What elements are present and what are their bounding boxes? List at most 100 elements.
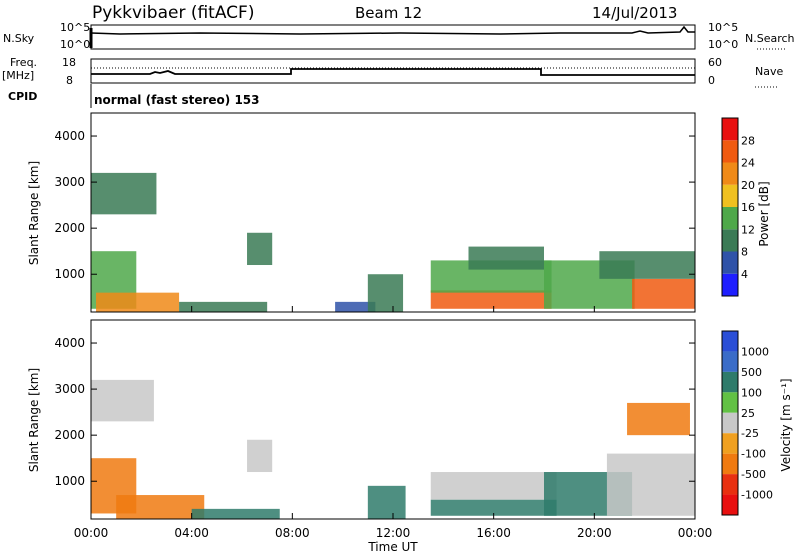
power-colorbar: 4 8 12 16 20 24 28	[721, 117, 755, 297]
velocity-colorbar-label: Velocity [m s⁻¹]	[779, 378, 793, 471]
velocity-colorbar-tick: 500	[741, 366, 762, 379]
power-region-11	[632, 278, 695, 309]
power-colorbar-tick: 28	[741, 134, 755, 147]
noise-panel: N.Sky N.Search 10^5 10^0 10^5 10^0	[3, 21, 795, 51]
velocity-colorbar-tick: 1000	[741, 345, 769, 358]
velocity-colorbar-tick: -1000	[741, 489, 773, 502]
x-tick-label: 00:00	[678, 526, 713, 540]
velocity-colorbar-swatch	[722, 351, 738, 372]
nsearch-label: N.Search	[745, 32, 795, 45]
velocity-colorbar-swatch	[722, 392, 738, 413]
x-tick-label: 16:00	[476, 526, 511, 540]
power-colorbar-swatch	[722, 184, 738, 207]
power-region-9	[468, 246, 544, 270]
velocity-panel: 1000 2000 3000 4000 00:00 04:00 08:00 12:00 16:0…	[27, 319, 793, 554]
power-region-0	[91, 172, 157, 215]
nave-tick-bottom: 0	[708, 74, 715, 87]
velocity-colorbar-tick: 100	[741, 386, 762, 399]
velocity-colorbar: 1000 500 100 25 -25 -100 -500 -1000	[721, 330, 773, 516]
velocity-colorbar-swatch	[722, 494, 738, 515]
freq-tick-top: 18	[62, 56, 76, 69]
nsky-label: N.Sky	[3, 32, 35, 45]
y-tick-label: 3000	[54, 382, 85, 396]
power-region-3	[179, 301, 268, 312]
power-colorbar-swatch	[722, 140, 738, 163]
power-region-6	[367, 274, 404, 312]
freq-nave-panel: Freq. [MHz] 18 8 60 0 Nave	[2, 56, 783, 88]
velocity-region-4	[247, 439, 273, 473]
noise-tick-top-right: 10^5	[708, 21, 738, 34]
power-panel: 1000 2000 3000 4000 Slant Range [km] 4 8 12 16…	[27, 112, 771, 313]
velocity-region-10	[627, 402, 690, 436]
power-colorbar-swatch	[722, 229, 738, 252]
power-region-7	[430, 290, 552, 309]
x-tick-label: 00:00	[74, 526, 109, 540]
x-axis-label: Time UT	[367, 540, 418, 554]
velocity-region-7	[430, 472, 557, 500]
noise-sky-line	[90, 25, 695, 35]
freq-line	[91, 68, 695, 76]
velocity-heatmap	[91, 379, 695, 519]
power-region-4	[247, 232, 273, 266]
velocity-colorbar-tick: -100	[741, 448, 766, 461]
velocity-region-6	[430, 499, 557, 516]
velocity-region-2	[116, 495, 205, 519]
nave-tick-top: 60	[708, 56, 722, 69]
cpid-label: CPID	[8, 90, 37, 103]
nave-label: Nave	[755, 65, 783, 78]
noise-tick-bottom: 10^0	[60, 38, 90, 51]
power-colorbar-swatch	[722, 273, 738, 296]
y-tick-label: 3000	[54, 175, 85, 189]
power-colorbar-swatch	[722, 251, 738, 274]
power-colorbar-tick: 4	[741, 268, 748, 281]
noise-tick-bottom-right: 10^0	[708, 38, 738, 51]
noise-tick-top: 10^5	[60, 21, 90, 34]
velocity-region-3	[191, 508, 280, 519]
velocity-colorbar-swatch	[722, 331, 738, 352]
velocity-colorbar-swatch	[722, 433, 738, 454]
power-colorbar-swatch	[722, 162, 738, 185]
velocity-region-0	[91, 379, 154, 422]
y-tick-label: 1000	[54, 267, 85, 281]
power-colorbar-tick: 8	[741, 246, 748, 259]
velocity-colorbar-frame	[721, 330, 739, 516]
power-colorbar-label: Power [dB]	[757, 181, 771, 246]
power-region-12	[599, 251, 695, 279]
power-colorbar-tick: 20	[741, 179, 755, 192]
power-colorbar-tick: 24	[741, 157, 755, 170]
power-colorbar-frame	[721, 117, 739, 297]
date-title: 14/Jul/2013	[592, 4, 677, 22]
power-heatmap	[91, 172, 695, 312]
station-title: Pykkvibaer (fitACF)	[92, 3, 254, 23]
y-tick-label: 2000	[54, 221, 85, 235]
y-tick-label: 2000	[54, 428, 85, 442]
freq-tick-bottom: 8	[66, 74, 73, 87]
velocity-colorbar-tick: -500	[741, 468, 766, 481]
y-tick-label: 1000	[54, 474, 85, 488]
power-colorbar-tick: 12	[741, 223, 755, 236]
velocity-y-axis-label: Slant Range [km]	[27, 368, 41, 472]
power-region-5	[335, 301, 376, 312]
power-colorbar-swatch	[722, 207, 738, 230]
y-tick-label: 4000	[54, 129, 85, 143]
velocity-colorbar-swatch	[722, 412, 738, 434]
velocity-colorbar-swatch	[722, 371, 738, 393]
cpid-row: CPID normal (fast stereo) 153	[8, 84, 260, 108]
cpid-text: normal (fast stereo) 153	[94, 93, 260, 107]
power-y-axis-label: Slant Range [km]	[27, 161, 41, 265]
power-colorbar-tick: 16	[741, 201, 755, 214]
velocity-region-5	[367, 485, 406, 519]
freq-label-1: Freq.	[10, 56, 37, 69]
power-colorbar-swatch	[722, 118, 738, 141]
y-tick-label: 4000	[54, 336, 85, 350]
velocity-colorbar-swatch	[722, 453, 738, 475]
velocity-colorbar-tick: -25	[741, 427, 759, 440]
x-tick-label: 04:00	[174, 526, 209, 540]
x-tick-label: 20:00	[577, 526, 612, 540]
x-tick-label: 08:00	[275, 526, 310, 540]
velocity-colorbar-tick: 25	[741, 407, 755, 420]
beam-title: Beam 12	[355, 4, 422, 22]
freq-label-2: [MHz]	[2, 69, 34, 82]
power-region-2	[96, 292, 180, 312]
